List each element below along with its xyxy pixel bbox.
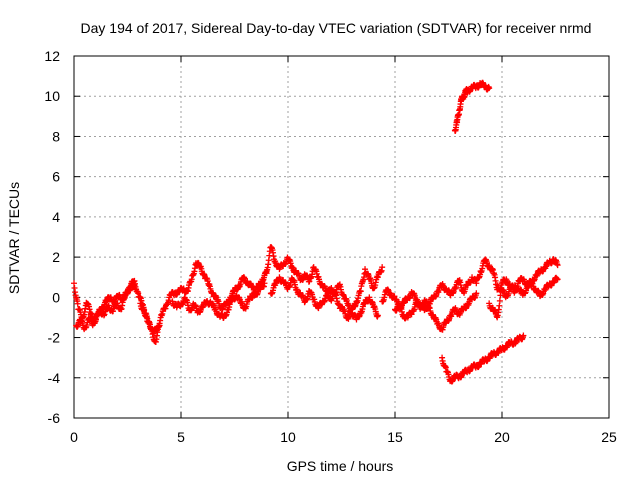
x-tick-label: 25: [601, 429, 617, 445]
data-point: [496, 297, 503, 304]
x-tick-label: 10: [280, 429, 296, 445]
x-tick-label: 20: [494, 429, 510, 445]
x-tick-label: 15: [387, 429, 403, 445]
y-tick-label: 10: [44, 88, 60, 104]
data-point: [133, 286, 140, 293]
data-point: [74, 300, 81, 307]
data-point: [554, 276, 561, 283]
y-tick-label: 4: [52, 209, 60, 225]
x-tick-label: 0: [70, 429, 78, 445]
data-point: [486, 85, 493, 92]
y-tick-label: 6: [52, 169, 60, 185]
data-point: [554, 262, 561, 269]
chart-title: Day 194 of 2017, Sidereal Day-to-day VTE…: [81, 20, 592, 36]
y-tick-label: -6: [48, 410, 61, 426]
x-axis-label: GPS time / hours: [287, 458, 394, 474]
y-axis-label: SDTVAR / TECUs: [6, 182, 22, 294]
y-tick-label: 8: [52, 128, 60, 144]
y-tick-label: -4: [48, 370, 61, 386]
data-point: [357, 288, 364, 295]
grid: [74, 56, 609, 418]
data-point: [473, 290, 480, 297]
data-point: [520, 332, 527, 339]
y-tick-label: 2: [52, 249, 60, 265]
axis-ticks: 0 5 10 15 20 25 -6 -4 -2 0 2 4 6 8 10 12: [44, 48, 617, 445]
y-tick-label: 0: [52, 289, 60, 305]
x-tick-label: 5: [177, 429, 185, 445]
data-point: [374, 312, 381, 319]
data-point: [379, 264, 386, 271]
y-tick-label: 12: [44, 48, 60, 64]
data-points: [71, 79, 561, 385]
plot-frame: [73, 55, 610, 419]
y-tick-label: -2: [48, 330, 61, 346]
